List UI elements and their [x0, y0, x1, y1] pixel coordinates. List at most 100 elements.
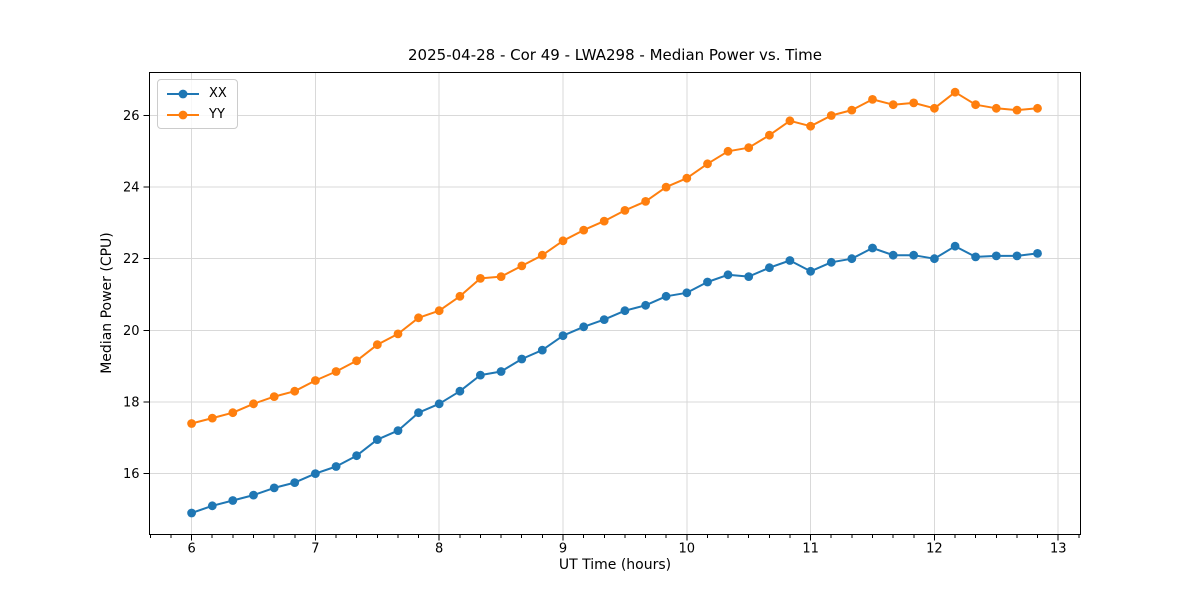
series-yy-point [352, 356, 361, 366]
series-xx-point [434, 399, 444, 409]
series-yy-point [249, 399, 258, 409]
series-yy-point [496, 272, 506, 281]
series-yy-point [661, 182, 671, 192]
series-xx-point [517, 354, 527, 364]
series-xx-point [249, 490, 258, 500]
series-xx-point [703, 277, 712, 287]
x-tick-label: 12 [926, 542, 943, 557]
y-tick-label: 18 [123, 395, 140, 410]
series-yy-point [228, 408, 238, 418]
chart-title: 2025-04-28 - Cor 49 - LWA298 - Median Po… [408, 46, 822, 64]
series-yy-point [909, 98, 919, 108]
axes-spines [149, 72, 1081, 535]
series-xx-point [496, 367, 506, 376]
series-xx-point [558, 331, 568, 341]
series-xx-point [269, 483, 279, 493]
series-yy-point [682, 173, 692, 183]
series-xx-point [785, 256, 795, 265]
series-yy-point [868, 95, 877, 104]
series-yy-point [414, 313, 423, 323]
series-xx-point [930, 254, 939, 264]
series-xx-point [765, 263, 774, 273]
x-tick-label: 13 [1050, 542, 1067, 557]
series-xx-point [228, 496, 238, 505]
series-yy-point [744, 143, 754, 153]
series-xx-point [579, 322, 589, 332]
series-xx-point [599, 315, 609, 324]
series-yy-point [517, 261, 527, 271]
legend-key-yy-icon [167, 110, 199, 119]
series-xx-point [641, 300, 650, 310]
y-tick-label: 22 [123, 252, 140, 267]
legend-label-xx: XX [209, 86, 227, 101]
series-xx-point [661, 291, 671, 301]
legend: XX YY [157, 79, 238, 129]
series-yy-point [847, 105, 857, 115]
y-axis-label: Median Power (CPU) [99, 232, 115, 374]
series-xx-point [909, 250, 919, 260]
series-xx-point [331, 462, 341, 471]
series-yy-point [1033, 103, 1042, 113]
series-yy-point [207, 413, 217, 423]
series-yy-point [888, 100, 898, 110]
y-tick-label: 20 [123, 324, 140, 339]
series-yy-point [950, 87, 960, 97]
series-yy-point [971, 100, 980, 110]
x-tick-label: 6 [187, 542, 195, 557]
x-tick-label: 11 [802, 542, 819, 557]
legend-key-xx-icon [167, 89, 199, 98]
y-tick-label: 16 [123, 467, 140, 482]
series-xx-point [455, 386, 465, 396]
series-yy-point [269, 392, 279, 401]
series-xx-point [847, 254, 857, 264]
y-tick-label: 26 [123, 109, 140, 124]
series-xx-point [1012, 251, 1022, 261]
legend-item-xx: XX [166, 86, 227, 101]
series-xx-point [971, 252, 980, 262]
series-yy-point [455, 291, 465, 301]
series-yy-point [558, 236, 568, 246]
series-xx-point [868, 243, 877, 253]
series-yy-point [765, 130, 774, 140]
series-yy-point [537, 250, 547, 260]
series-xx-point [207, 501, 217, 511]
series-yy-point [806, 121, 815, 131]
series-xx-point [537, 345, 547, 355]
series-yy-point [785, 116, 795, 126]
series-xx-point [950, 241, 960, 251]
series-yy-point [930, 103, 939, 113]
series-xx-point [888, 250, 898, 260]
series-xx-point [414, 408, 423, 418]
series-yy-point [331, 367, 341, 376]
series-yy-point [187, 419, 197, 428]
series-yy-point [991, 103, 1001, 113]
series-yy-point [703, 159, 712, 169]
x-tick-label: 10 [679, 542, 696, 557]
series-xx-point [620, 306, 630, 316]
series-yy-point [290, 386, 300, 396]
series-xx-point [290, 478, 300, 487]
x-tick-label: 8 [435, 542, 443, 557]
series-yy-point [476, 274, 485, 283]
series-yy-point [579, 225, 589, 235]
series-xx-point [1033, 249, 1042, 258]
x-tick-label: 7 [311, 542, 319, 557]
series-xx-point [723, 270, 733, 280]
series-xx-point [744, 272, 754, 281]
series-xx-point [476, 370, 485, 380]
series-xx-point [806, 266, 815, 276]
series-yy-point [599, 216, 609, 226]
x-tick-label: 9 [559, 542, 567, 557]
series-xx-point [393, 426, 403, 435]
y-tick-label: 24 [123, 181, 140, 196]
series-yy-point [393, 329, 403, 339]
series-yy-point [641, 197, 650, 206]
series-yy-point [434, 306, 444, 316]
series-yy-point [620, 206, 630, 215]
series-yy-point [372, 340, 382, 350]
series-xx-point [991, 251, 1001, 261]
series-yy-point [826, 111, 836, 120]
series-xx-point [187, 508, 197, 518]
